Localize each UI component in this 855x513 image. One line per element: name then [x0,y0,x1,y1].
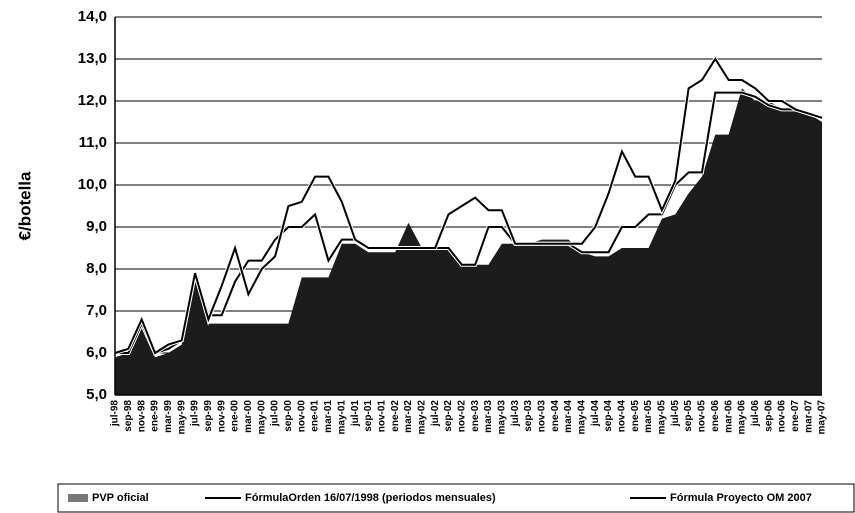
x-tick-label: mar-99 [163,400,174,433]
x-tick-label: sep-00 [283,400,294,432]
y-tick-label: 11,0 [79,134,107,151]
y-tick-label: 8,0 [86,260,107,277]
x-tick-label: jul-99 [190,400,201,428]
x-tick-label: jul-01 [350,400,361,428]
x-tick-label: ene-06 [710,400,721,432]
x-tick-label: ene-03 [470,400,481,432]
y-tick-label: 10,0 [78,176,107,193]
x-tick-label: jul-02 [430,400,441,428]
x-tick-label: mar-06 [723,400,734,433]
x-tick-label: sep-05 [683,400,694,432]
x-tick-label: nov-06 [777,400,788,433]
y-tick-label: 12,0 [78,92,107,109]
legend-box [57,483,855,513]
x-tick-label: sep-06 [763,400,774,432]
legend-swatch [68,494,88,502]
x-tick-label: jul-06 [750,400,761,428]
x-tick-label: ene-00 [230,400,241,432]
x-tick-label: may-06 [737,400,748,435]
x-tick-label: nov-01 [376,400,387,433]
area [115,88,822,396]
x-tick-label: nov-00 [296,400,307,433]
x-tick-label: may-99 [176,400,187,435]
line [114,57,823,355]
x-tick-label: jul-04 [590,400,601,428]
x-tick-label: may-01 [336,400,347,435]
x-tick-label: mar-07 [803,400,814,433]
x-tick-label: mar-01 [323,400,334,433]
x-tick-label: nov-04 [617,400,628,433]
x-tick-label: sep-98 [123,400,134,432]
y-tick-label: 14,0 [78,8,107,25]
x-tick-label: may-07 [817,400,828,435]
x-tick-label: nov-99 [216,400,227,433]
x-tick-label: ene-07 [790,400,801,432]
x-tick-label: nov-03 [537,400,548,433]
x-tick-label: jul-03 [510,400,521,428]
y-tick-label: 5,0 [86,386,107,403]
x-tick-label: sep-03 [523,400,534,432]
x-tick-label: ene-05 [630,400,641,432]
x-tick-label: jul-00 [270,400,281,428]
legend-label: Fórmula Proyecto OM 2007 [670,492,812,504]
x-tick-label: jul-05 [670,400,681,428]
x-tick-label: may-04 [577,400,588,435]
y-axis-label: €/botella [15,171,34,241]
y-tick-label: 9,0 [86,218,107,235]
x-tick-label: may-03 [496,400,507,435]
x-tick-label: mar-03 [483,400,494,433]
x-tick-label: sep-99 [203,400,214,432]
x-tick-label: ene-02 [390,400,401,432]
legend-label: PVP oficial [92,492,149,504]
x-tick-label: may-00 [256,400,267,435]
legend-label: FórmulaOrden 16/07/1998 (periodos mensua… [245,492,496,504]
x-tick-label: ene-01 [310,400,321,432]
y-tick-label: 13,0 [78,50,107,67]
line [115,91,823,355]
x-tick-label: jul-98 [110,400,121,428]
x-tick-label: may-02 [416,400,427,435]
y-tick-label: 7,0 [86,302,107,319]
y-tick-label: 6,0 [86,344,107,361]
x-tick-label: ene-99 [150,400,161,432]
x-tick-label: nov-98 [136,400,147,433]
x-tick-label: may-05 [657,400,668,435]
x-tick-label: mar-02 [403,400,414,433]
x-tick-label: ene-04 [550,400,561,432]
x-tick-label: sep-02 [443,400,454,432]
x-tick-label: nov-05 [697,400,708,433]
x-tick-label: nov-02 [456,400,467,433]
x-tick-label: sep-04 [603,400,614,432]
x-tick-label: sep-01 [363,400,374,432]
x-tick-label: mar-05 [643,400,654,433]
x-tick-label: mar-00 [243,400,254,433]
x-tick-label: mar-04 [563,400,574,433]
